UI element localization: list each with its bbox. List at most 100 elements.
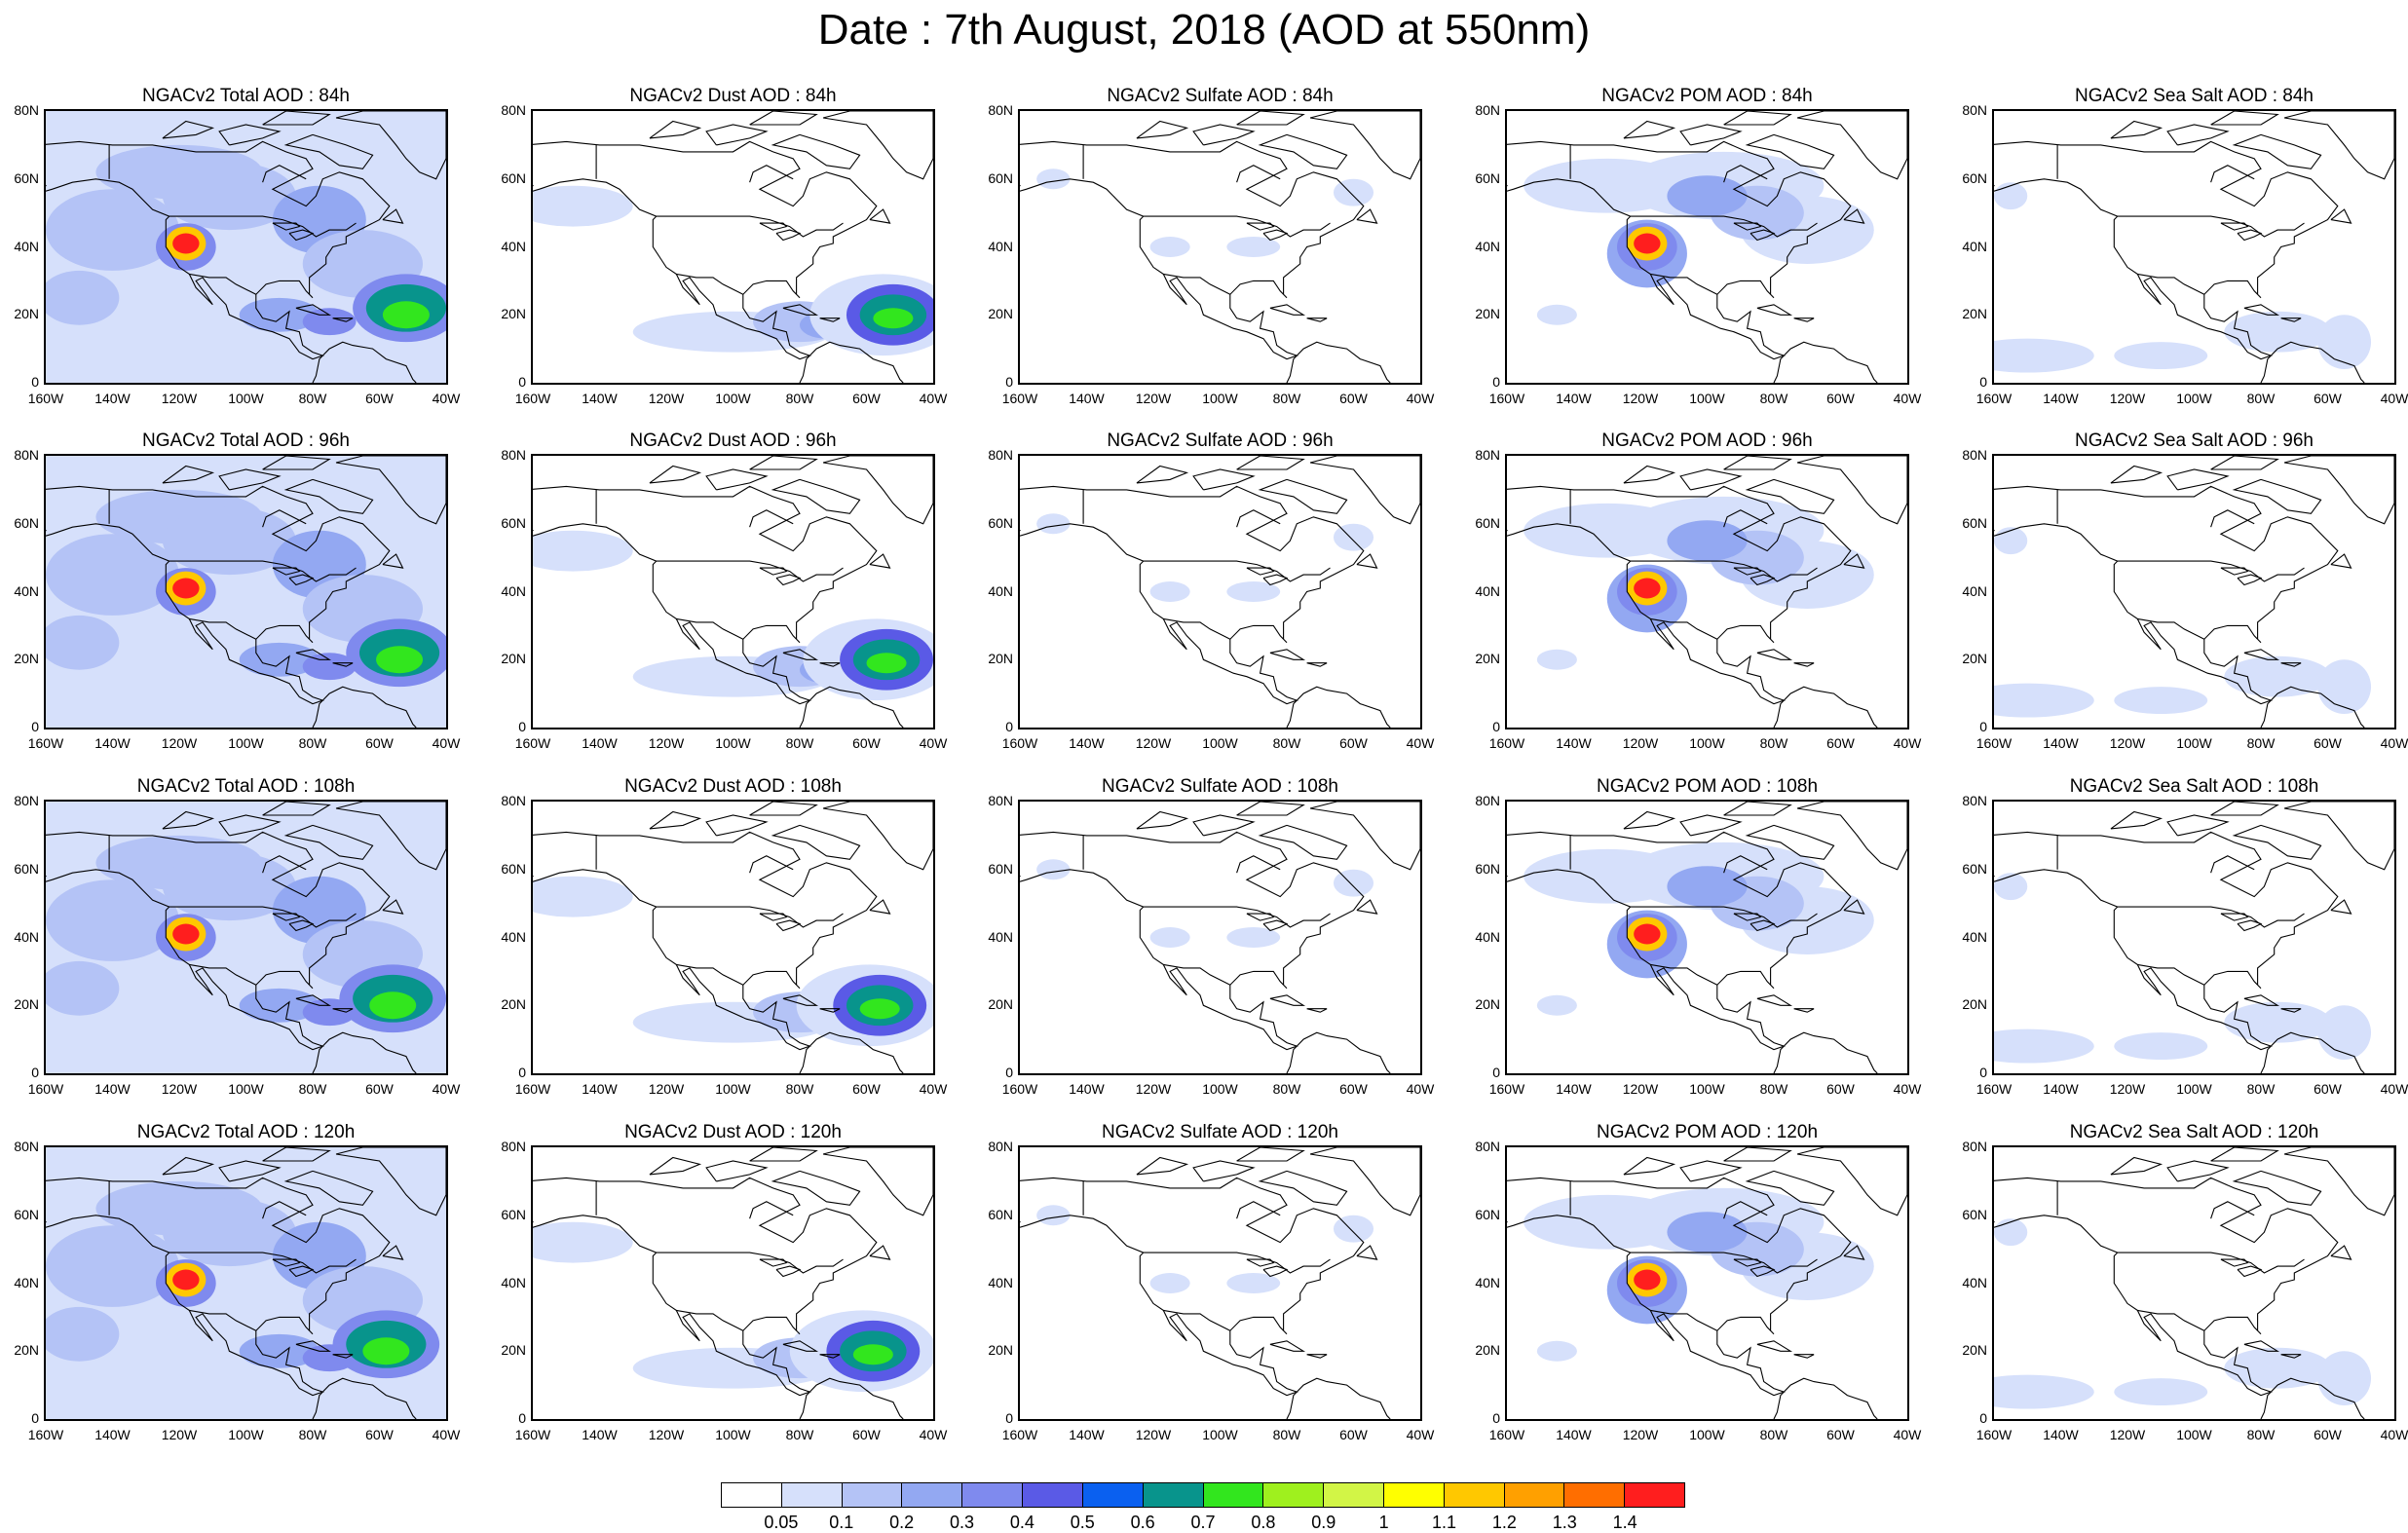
colorbar-cell	[1143, 1483, 1204, 1507]
coastline	[1733, 567, 1762, 576]
coastline	[1843, 899, 1865, 915]
coastline	[1246, 567, 1275, 576]
panel-title: NGACv2 Total AOD : 84h	[142, 86, 350, 106]
aod-cell	[1536, 994, 1577, 1016]
lon-tick-label: 40W	[432, 391, 461, 406]
lon-tick-label: 120W	[1622, 735, 1659, 751]
coastline	[1507, 485, 1852, 705]
panel-title: NGACv2 Sea Salt AOD : 108h	[2069, 776, 2319, 797]
coastline	[1723, 165, 1768, 183]
coastline	[2260, 1031, 2365, 1073]
colorbar-cell	[1203, 1483, 1264, 1507]
lon-tick-label: 60W	[1339, 1427, 1368, 1442]
coastline	[533, 485, 878, 705]
lat-tick-label: 60N	[1962, 514, 1987, 531]
coastline	[2283, 456, 2394, 525]
coastline	[272, 913, 301, 921]
aod-map	[46, 456, 446, 728]
panel-title: NGACv2 POM AOD : 120h	[1596, 1122, 1819, 1142]
coastline	[2237, 1265, 2263, 1278]
lon-tick-label: 60W	[2314, 1081, 2342, 1097]
lat-tick-label: 20N	[14, 306, 39, 322]
lon-tick-label: 80W	[1759, 735, 1788, 751]
coastline	[1793, 1008, 1815, 1013]
coastline	[2330, 208, 2352, 224]
coastline	[1262, 1265, 1289, 1278]
coastline	[1269, 994, 1306, 1006]
coastline	[1258, 133, 1348, 169]
colorbar-label: 0.05	[764, 1513, 799, 1532]
coastline	[869, 899, 891, 915]
coastline	[676, 1309, 744, 1331]
coastline	[1623, 465, 1676, 484]
coastline	[2117, 560, 2305, 582]
coastline	[782, 1340, 819, 1352]
panel-title: NGACv2 POM AOD : 96h	[1601, 430, 1813, 451]
aod-map	[533, 456, 933, 728]
aod-map	[533, 111, 933, 383]
coastline	[2260, 1377, 2365, 1419]
coastline	[2330, 899, 2352, 915]
lon-tick-label: 160W	[514, 1081, 551, 1097]
lat-tick-label: 60N	[1962, 860, 1987, 877]
coastline	[822, 1147, 933, 1216]
coastline	[169, 1252, 357, 1274]
aod-cell	[2224, 1001, 2331, 1043]
coastline	[1679, 1160, 1743, 1182]
lat-tick-label: 20N	[1475, 1342, 1500, 1359]
lat-tick-label: 0	[1492, 1065, 1500, 1080]
coastline	[533, 140, 878, 360]
lon-tick-label: 140W	[1556, 1081, 1592, 1097]
coastline	[799, 1031, 904, 1073]
aod-cell	[1634, 1269, 1661, 1290]
lon-tick-label: 100W	[1689, 735, 1725, 751]
aod-cell	[1149, 237, 1190, 257]
coastline	[382, 1245, 404, 1260]
lon-tick-label: 40W	[2380, 391, 2408, 406]
aod-map	[1994, 1147, 2394, 1419]
coastline	[272, 567, 301, 576]
lon-tick-label: 60W	[2314, 391, 2342, 406]
lat-tick-label: 0	[31, 1410, 39, 1426]
colorbar-label: 0.7	[1190, 1513, 1216, 1532]
coastline	[771, 133, 861, 169]
panel-title: NGACv2 Sulfate AOD : 84h	[1107, 86, 1334, 106]
lat-tick-label: 0	[1005, 1410, 1013, 1426]
coastline	[2283, 802, 2394, 871]
coastline	[1262, 919, 1289, 932]
coastline	[1650, 273, 1718, 295]
coastline	[822, 456, 933, 525]
aod-cell	[1226, 237, 1281, 257]
coastline	[656, 215, 844, 238]
coastline	[1258, 1170, 1348, 1206]
lat-tick-label: 80N	[1475, 447, 1500, 463]
coastline	[1356, 1245, 1378, 1260]
lat-tick-label: 80N	[1475, 102, 1500, 118]
coastline	[1796, 802, 1907, 871]
aod-cell	[172, 578, 200, 599]
aod-cell	[1536, 1340, 1577, 1362]
panel-title: NGACv2 Sulfate AOD : 96h	[1107, 430, 1334, 451]
aod-cell	[2224, 1347, 2331, 1389]
colorbar-label: 0.4	[1009, 1513, 1035, 1532]
coastline	[1236, 855, 1281, 874]
lat-tick-label: 40N	[14, 928, 39, 945]
map-panel: NGACv2 Sulfate AOD : 108h 80N 60N 40N 20N 0 16…	[974, 776, 1451, 1117]
coastline	[218, 468, 282, 491]
aod-cell	[533, 530, 633, 572]
coastline	[1507, 831, 1852, 1051]
coastline	[2232, 824, 2322, 860]
coastline	[775, 574, 802, 586]
lat-tick-label: 20N	[988, 1342, 1013, 1359]
coastline	[1306, 1354, 1328, 1359]
coastline	[1258, 478, 1348, 514]
lon-tick-label: 40W	[432, 1427, 461, 1442]
lon-tick-label: 40W	[919, 735, 948, 751]
coastline	[1750, 229, 1776, 242]
lat-tick-label: 40N	[501, 238, 526, 254]
coastline	[335, 456, 446, 525]
coastline	[1723, 111, 1792, 126]
aod-cell	[1994, 527, 2028, 555]
coastline	[749, 802, 818, 816]
lon-tick-label: 140W	[582, 391, 618, 406]
